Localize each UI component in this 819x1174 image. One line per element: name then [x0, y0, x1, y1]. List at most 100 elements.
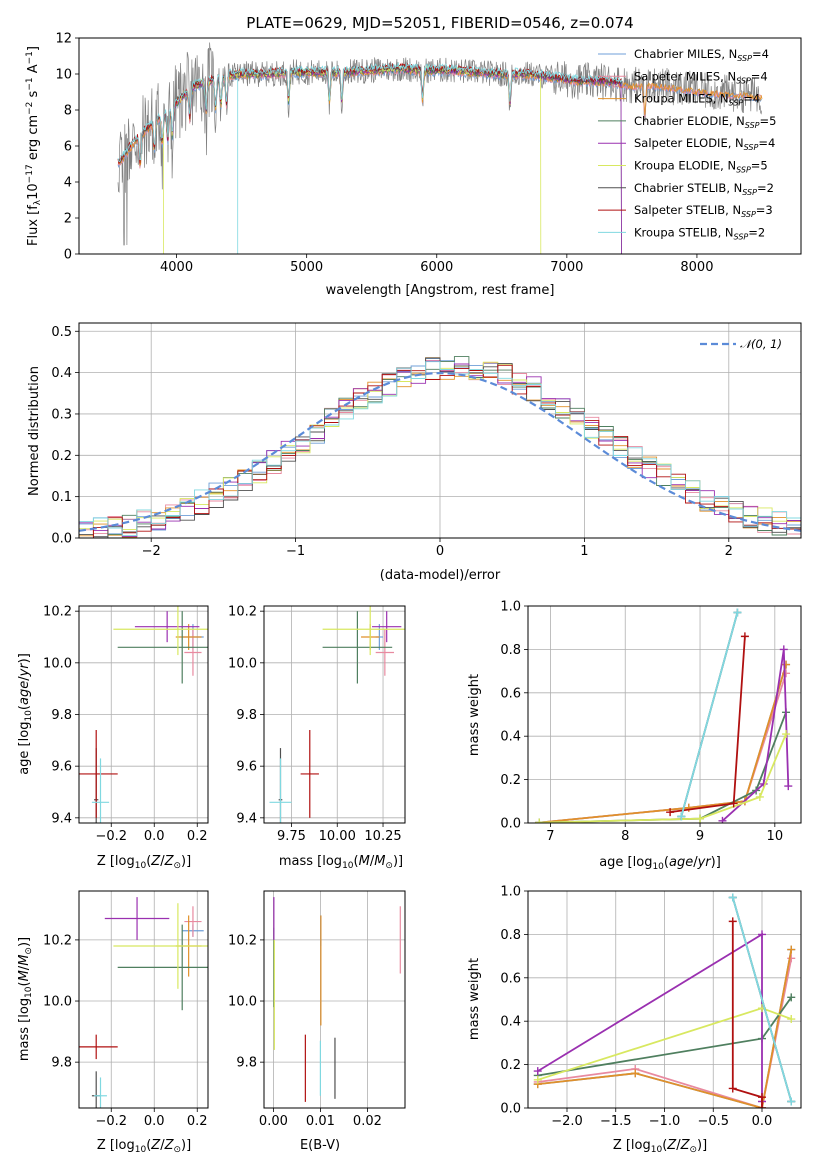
y-tick-label: 10.2: [43, 605, 72, 620]
errorbar-kroupa-elodie: [322, 606, 405, 656]
errorbar-salpeter-elodie: [134, 611, 200, 643]
mass-weight-point: [740, 632, 749, 641]
mass-weight-point: [733, 608, 742, 617]
legend-label-chabrier-elodie: Chabrier ELODIE, NSSP=5: [634, 114, 776, 130]
normal-curve: [79, 371, 801, 532]
errorbar-chabrier-elodie: [322, 611, 393, 684]
mass-weight-point: [782, 660, 791, 669]
mass-weight-point: [533, 1067, 542, 1076]
x-tick-label: 8000: [680, 260, 713, 275]
mass-weight-point: [782, 730, 791, 739]
y-tick-label: 10: [55, 68, 72, 83]
legend-label-salpeter-stelib: Salpeter STELIB, NSSP=3: [634, 203, 773, 219]
x-tick-label: 10.25: [364, 829, 401, 844]
ebv-xlabel: E(B-V): [300, 1138, 340, 1153]
mass-weight-line-kroupa-stelib: [680, 612, 739, 817]
y-tick-label: 9.8: [51, 708, 72, 723]
plot-area: [273, 897, 401, 1102]
mass-weight-point: [729, 799, 738, 808]
y-tick-label: 0.4: [500, 730, 521, 745]
errorbar-kroupa-stelib: [91, 758, 110, 823]
mass-vs-ebv-panel: 0.00 0.01 0.02 9.8 10.0 10.2: [228, 890, 406, 1129]
legend-label-normal: 𝒩(0, 1): [740, 337, 782, 351]
y-tick-label: 0.6: [500, 971, 521, 986]
mass-weight-point: [728, 917, 737, 926]
axes-frame: [263, 605, 406, 824]
mass-weight-point: [755, 792, 764, 801]
y-tick-label: 6: [64, 140, 72, 155]
x-tick-label: −0.2: [95, 829, 127, 844]
y-tick-label: 0.5: [51, 325, 72, 340]
y-tick-label: 1.0: [500, 885, 521, 900]
plot-area: [79, 606, 208, 823]
errorbar-kroupa-miles: [175, 624, 202, 650]
mass-weight-line-kroupa-elodie: [539, 733, 787, 823]
x-tick-label: 0.0: [752, 1114, 773, 1129]
legend-label-kroupa-stelib: Kroupa STELIB, NSSP=2: [634, 225, 765, 241]
errorbar-salpeter-stelib: [79, 730, 118, 818]
mass-weight-point: [758, 930, 766, 939]
errorbar-chabrier-elodie: [117, 611, 208, 684]
mw-age-ylabel: mass weight: [467, 674, 482, 756]
x-tick-label: −2.0: [551, 1114, 583, 1129]
mass-weight-point: [696, 814, 705, 823]
x-tick-label: 4000: [160, 260, 193, 275]
plot-area: [269, 606, 405, 823]
mass-weight-point: [677, 812, 686, 821]
mass-weight-vs-z-panel: −2.0 −1.5 −1.0 −0.5 0.0 0.0 0.2 0.4 0.6 0.8 1.0: [500, 885, 802, 1129]
spectrum-title: PLATE=0629, MJD=52051, FIBERID=0546, z=0…: [246, 14, 633, 32]
mass-weight-point: [718, 816, 727, 823]
y-tick-label: 0.3: [51, 407, 72, 422]
mass-weight-point: [787, 1015, 796, 1024]
mass-weight-point: [787, 954, 796, 963]
mass-weight-point: [533, 1075, 542, 1084]
mass-weight-point: [758, 1093, 766, 1102]
x-tick-label: 0: [436, 544, 444, 559]
axes-frame: [527, 890, 802, 1109]
mass-weight-point: [758, 1104, 766, 1108]
errorbar-kroupa-elodie: [113, 903, 208, 989]
grid: [79, 891, 208, 1108]
y-tick-label: 1.0: [500, 600, 521, 615]
mw-age-xlabel: age [log10(age/yr)]: [599, 855, 721, 872]
grid: [79, 606, 208, 823]
y-tick-label: 9.4: [51, 811, 72, 826]
mass-weight-point: [666, 808, 675, 817]
errorbar-kroupa-stelib: [94, 1077, 107, 1108]
mw-z-ylabel: mass weight: [467, 958, 482, 1040]
errorbar-kroupa-elodie: [113, 606, 208, 656]
y-tick-label: 0.0: [51, 532, 72, 547]
mass-vs-z-panel: −0.2 0.0 0.2 9.8 10.0 10.2: [43, 890, 209, 1129]
plot-area: [117, 42, 763, 254]
legend-label-kroupa-miles: Kroupa MILES, NSSP=4: [634, 92, 760, 108]
spectrum-xlabel: wavelength [Angstrom, rest frame]: [326, 283, 555, 298]
y-tick-label: 0.4: [500, 1015, 521, 1030]
axes-frame: [78, 605, 209, 824]
y-tick-label: 2: [64, 212, 72, 227]
axes-frame: [78, 37, 802, 255]
axes-frame: [78, 890, 209, 1109]
errorbar-salpeter-miles: [184, 906, 202, 937]
y-tick-label: 0.1: [51, 490, 72, 505]
errorbar-salpeter-elodie: [372, 611, 402, 643]
y-tick-label: 0.0: [500, 1102, 521, 1117]
age-vs-mass-panel: 9.75 10.00 10.25 9.4 9.6 9.8 10.0 10.2: [228, 605, 406, 844]
mass-weight-vs-age-panel: 7 8 9 10 0.0 0.2 0.4 0.6 0.8 1.0: [500, 600, 802, 844]
y-tick-label: 10.2: [228, 605, 257, 620]
residual-hist-kroupa-stelib: [79, 361, 801, 536]
mass-weight-line-kroupa-stelib: [731, 897, 793, 1102]
x-tick-label: 7: [546, 829, 554, 844]
legend-label-salpeter-elodie: Salpeter ELODIE, NSSP=4: [634, 136, 775, 152]
x-tick-label: 0.0: [144, 829, 165, 844]
x-tick-label: 6000: [420, 260, 453, 275]
mass-weight-point: [779, 645, 788, 654]
x-tick-label: 10: [767, 829, 784, 844]
x-tick-label: 5000: [290, 260, 323, 275]
x-tick-label: 2: [725, 544, 733, 559]
legend-label-chabrier-miles: Chabrier MILES, NSSP=4: [634, 47, 769, 63]
x-tick-label: 7000: [550, 260, 583, 275]
x-tick-label: 10.00: [319, 829, 356, 844]
y-tick-label: 10.0: [43, 656, 72, 671]
legend-label-kroupa-elodie: Kroupa ELODIE, NSSP=5: [634, 159, 768, 175]
y-tick-label: 12: [55, 32, 72, 47]
